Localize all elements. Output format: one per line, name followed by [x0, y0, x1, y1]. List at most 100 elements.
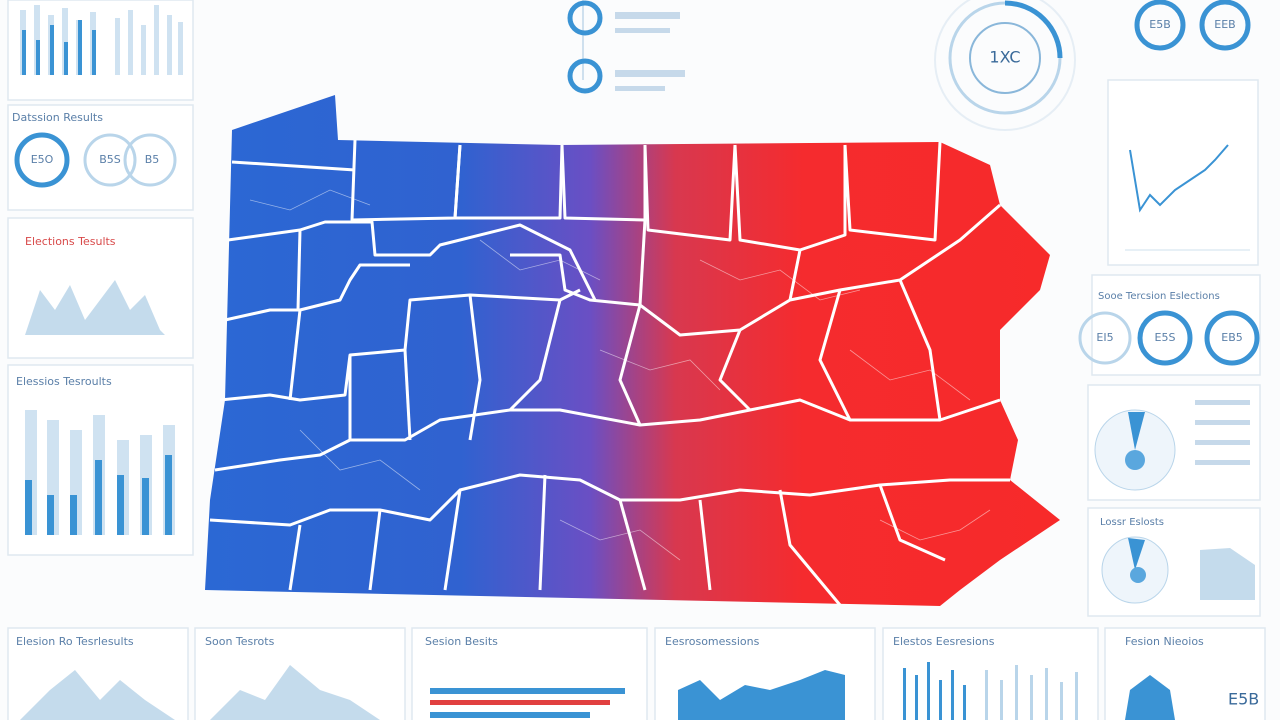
- bar: [115, 18, 120, 75]
- ring: [123, 133, 177, 187]
- bar: [50, 25, 54, 75]
- ring: [14, 132, 70, 188]
- bar: [117, 475, 124, 535]
- ring: [1204, 310, 1260, 366]
- county-border: [638, 219, 647, 306]
- panel-shape: [1000, 680, 1003, 720]
- county-border: [209, 473, 1010, 527]
- county-border: [296, 229, 302, 311]
- bar: [165, 455, 172, 535]
- shape: [1004, 0, 1063, 59]
- panel-shape: [615, 70, 685, 77]
- group: [249, 189, 991, 561]
- road: [699, 259, 861, 301]
- county-border: [843, 141, 942, 242]
- shape: [1129, 144, 1229, 213]
- county-border: [209, 139, 1010, 606]
- ring: [567, 58, 603, 94]
- label: Elections Tesults: [25, 235, 116, 248]
- county-border: [468, 294, 482, 441]
- label: B5S: [99, 153, 121, 166]
- county-border: [453, 144, 564, 220]
- ring: [934, 0, 1076, 131]
- label: EI5: [1096, 331, 1113, 344]
- county-border: [778, 489, 842, 606]
- shape: [1128, 538, 1145, 570]
- county-border: [698, 499, 712, 591]
- label: Lossr Eslosts: [1100, 517, 1164, 528]
- bar: [154, 5, 159, 75]
- panel-shape: [915, 675, 918, 720]
- county-border: [403, 349, 412, 441]
- ring: [83, 133, 137, 187]
- bar: [141, 25, 146, 75]
- panel-shape: [615, 86, 665, 91]
- county-border: [510, 203, 1001, 337]
- bar: [128, 10, 133, 75]
- bar: [142, 478, 149, 535]
- label: Elestos Eesresions: [893, 635, 995, 648]
- panel-shape: [1195, 420, 1250, 425]
- label: E5S: [1155, 331, 1176, 344]
- panel-shape: [985, 670, 988, 720]
- ring: [969, 22, 1041, 94]
- panel-shape: [1030, 675, 1033, 720]
- bar: [92, 30, 96, 75]
- group: [903, 662, 966, 720]
- bar: [70, 495, 77, 535]
- bar: [178, 22, 183, 75]
- shape: [1125, 675, 1175, 720]
- county-border: [214, 398, 1001, 472]
- label: Sooe Tercsion Eslections: [1098, 291, 1220, 302]
- panel-shape: [615, 12, 680, 19]
- label: E5B: [1149, 18, 1171, 31]
- county-border: [288, 524, 302, 591]
- panel-shape: [1015, 665, 1018, 720]
- panel-shape: [1045, 668, 1048, 720]
- shape: [678, 670, 845, 720]
- panel-shape: [951, 670, 954, 720]
- county-border: [224, 263, 410, 322]
- panel-shape: [430, 700, 610, 705]
- road: [299, 429, 421, 491]
- bar: [36, 40, 40, 75]
- county-border: [368, 509, 382, 591]
- label: Fesion Nieoios: [1125, 635, 1204, 648]
- label: EB5: [1221, 331, 1243, 344]
- label: Sesion Besits: [425, 635, 498, 648]
- panel: [1107, 79, 1259, 266]
- panel-shape: [1195, 440, 1250, 445]
- area: [1200, 548, 1255, 600]
- label: E5B: [1228, 690, 1259, 709]
- ring: [1130, 567, 1146, 583]
- road: [879, 509, 991, 541]
- label: EEB: [1214, 18, 1235, 31]
- label: B5: [145, 153, 160, 166]
- panel: [7, 104, 194, 211]
- bar: [64, 42, 68, 75]
- county-border: [898, 279, 942, 421]
- ring: [1137, 310, 1193, 366]
- ring: [567, 0, 603, 36]
- road: [249, 189, 371, 211]
- label: Elesion Ro Tesrlesults: [16, 635, 134, 648]
- panel-shape: [615, 28, 670, 33]
- panel-shape: [430, 688, 625, 694]
- county-border: [643, 144, 737, 242]
- bar: [47, 495, 54, 535]
- road: [479, 239, 601, 281]
- county-border: [288, 309, 302, 401]
- county-border: [788, 249, 802, 301]
- bar: [22, 30, 26, 75]
- ring: [1125, 450, 1145, 470]
- county-border: [818, 289, 852, 421]
- area: [210, 665, 380, 720]
- label: Eesrosomessions: [665, 635, 760, 648]
- ring: [1134, 0, 1186, 51]
- road: [559, 519, 681, 561]
- ring: [1078, 311, 1132, 365]
- label: Soon Tesrots: [205, 635, 275, 648]
- county-border: [227, 220, 597, 301]
